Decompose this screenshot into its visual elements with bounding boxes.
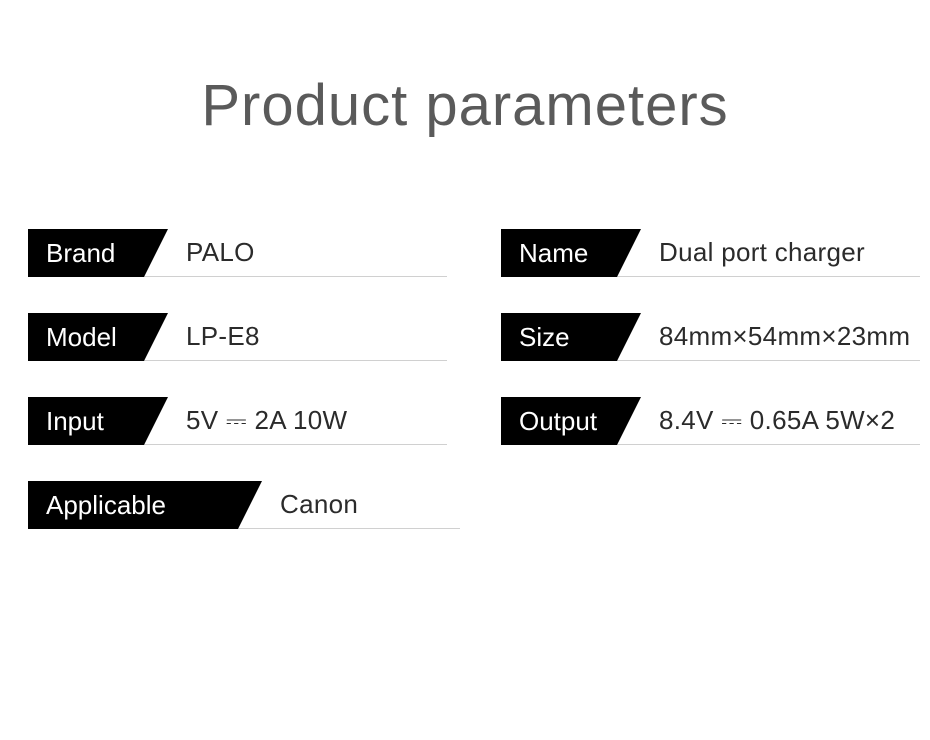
- param-model-label: Model: [28, 313, 144, 361]
- param-name: Name Dual port charger: [501, 229, 920, 277]
- param-applicable-brand-label: Applicable brand: [28, 481, 238, 529]
- param-input-value: 5V ⎓ 2A 10W: [144, 405, 347, 437]
- param-size-label: Size: [501, 313, 617, 361]
- param-brand-label: Brand: [28, 229, 144, 277]
- param-row: Model LP-E8 Size 84mm×54mm×23mm: [28, 313, 920, 361]
- param-size-value: 84mm×54mm×23mm: [617, 321, 910, 352]
- param-input: Input 5V ⎓ 2A 10W: [28, 397, 447, 445]
- parameters-grid: Brand PALO Name Dual port charger Model …: [0, 229, 930, 529]
- param-output-label: Output: [501, 397, 617, 445]
- page-title: Product parameters: [0, 72, 930, 139]
- param-brand: Brand PALO: [28, 229, 447, 277]
- param-input-label: Input: [28, 397, 144, 445]
- param-row: Applicable brand Canon: [28, 481, 920, 529]
- param-row: Brand PALO Name Dual port charger: [28, 229, 920, 277]
- param-model: Model LP-E8: [28, 313, 447, 361]
- param-output-value: 8.4V ⎓ 0.65A 5W×2: [617, 405, 895, 437]
- param-name-value: Dual port charger: [617, 237, 865, 268]
- param-row: Input 5V ⎓ 2A 10W Output 8.4V ⎓ 0.65A 5W…: [28, 397, 920, 445]
- param-applicable-brand: Applicable brand Canon: [28, 481, 460, 529]
- param-output: Output 8.4V ⎓ 0.65A 5W×2: [501, 397, 920, 445]
- param-name-label: Name: [501, 229, 617, 277]
- param-size: Size 84mm×54mm×23mm: [501, 313, 920, 361]
